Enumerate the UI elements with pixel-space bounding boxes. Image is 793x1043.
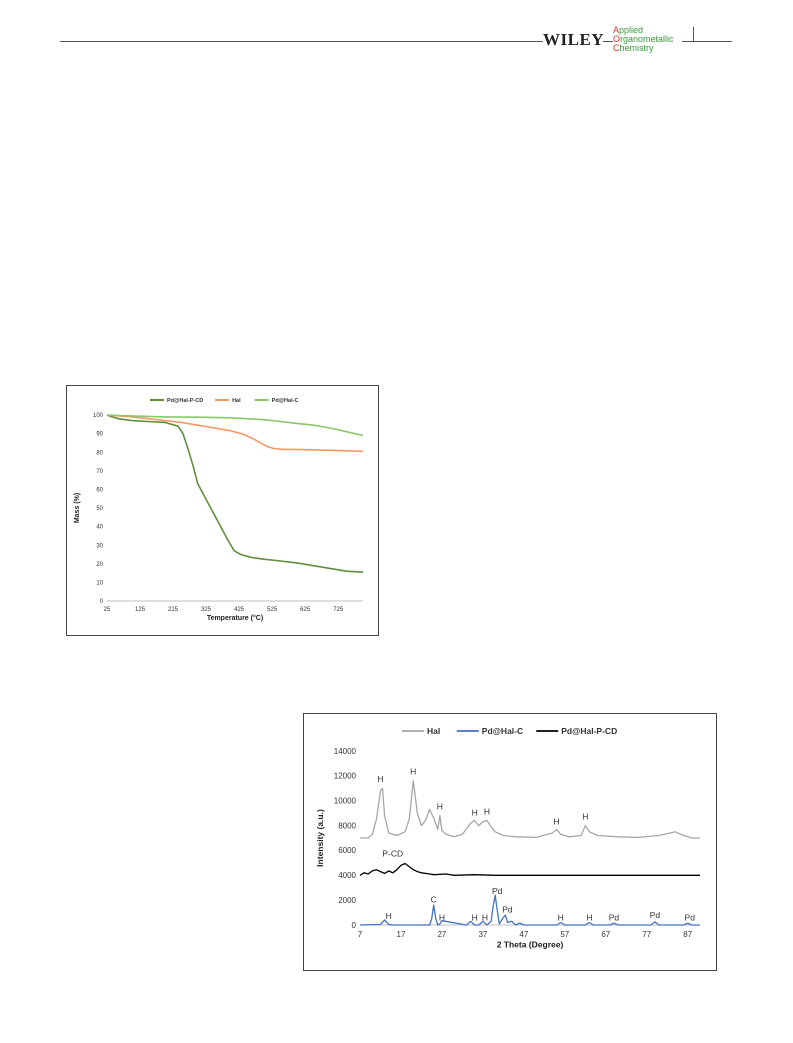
journal-line-3: Chemistry — [613, 43, 654, 53]
y-axis-label: Mass (%) — [74, 493, 81, 523]
x-tick-label: 67 — [601, 930, 610, 939]
series-line-pd-hal-c — [359, 894, 700, 926]
peak-annotation: Pd — [492, 886, 503, 896]
x-axis-label: 2 Theta (Degree) — [497, 940, 564, 950]
x-tick-label: 125 — [135, 607, 146, 613]
peak-annotation: H — [439, 913, 445, 923]
y-tick-label: 20 — [96, 562, 103, 568]
peak-annotation: Pd — [609, 913, 620, 923]
x-tick-label: 425 — [234, 607, 245, 613]
y-tick-label: 14000 — [334, 747, 357, 756]
y-tick-label: 8000 — [338, 821, 356, 830]
y-tick-label: 6000 — [338, 846, 356, 855]
y-tick-label: 70 — [96, 469, 103, 475]
header-rule-left — [60, 41, 543, 42]
xrd-chart: 0 2000 4000 6000 8000 10000 12000 14000 7 17 27 37 4… — [315, 726, 700, 950]
journal-line-1: Applied — [613, 25, 644, 35]
y-tick-label: 10 — [96, 581, 103, 587]
y-tick-label: 2000 — [338, 896, 356, 905]
header-rule-mid — [603, 41, 613, 42]
legend-label: Pd@Hal-C — [482, 726, 523, 736]
journal-line-1-text: pplied — [619, 25, 644, 35]
journal-line-2: Organometallic — [613, 34, 674, 44]
peak-annotation: H — [472, 913, 478, 923]
x-tick-label: 525 — [267, 607, 278, 613]
y-tick-label: 90 — [96, 432, 103, 438]
header-tick — [693, 27, 694, 41]
peak-annotation: P-CD — [382, 849, 403, 859]
legend-label: Pd@Hal-C — [272, 398, 299, 404]
peak-annotation: Pd — [685, 913, 696, 923]
x-tick-label: 57 — [560, 930, 569, 939]
publisher-logo: WILEY — [543, 30, 605, 49]
x-tick-label: 325 — [201, 607, 212, 613]
legend-label: Pd@Hal-P-CD — [561, 726, 617, 736]
series-line-pd-hal-p-cd — [359, 862, 700, 876]
y-tick-label: 80 — [96, 450, 103, 456]
peak-annotation: H — [386, 911, 392, 921]
y-tick-label: 40 — [96, 525, 103, 531]
journal-line-2-text: rganometallic — [620, 34, 674, 44]
x-tick-label: 625 — [300, 607, 311, 613]
series-line-pd-hal-p-cd — [106, 414, 364, 573]
y-axis-label: Intensity (a.u.) — [315, 809, 325, 867]
peak-annotation: H — [484, 806, 490, 816]
journal-line-3-text: hemistry — [619, 43, 654, 53]
tga-chart: 0 10 20 30 40 50 60 70 80 90 100 25 125 225 325 425 525 6… — [74, 398, 364, 622]
x-tick-label: 17 — [397, 930, 406, 939]
peak-annotation: Pd — [502, 905, 513, 915]
y-tick-label: 0 — [100, 599, 104, 605]
xrd-figure: 0 2000 4000 6000 8000 10000 12000 14000 7 17 27 37 4… — [303, 713, 717, 971]
x-tick-label: 87 — [683, 930, 692, 939]
x-tick-label: 225 — [168, 607, 179, 613]
x-tick-label: 37 — [478, 930, 487, 939]
x-tick-label: 725 — [333, 607, 344, 613]
x-tick-label: 27 — [437, 930, 446, 939]
y-tick-label: 10000 — [334, 797, 357, 806]
x-axis-label: Temperature (°C) — [207, 614, 263, 622]
legend-label: Pd@Hal-P-CD — [167, 398, 203, 404]
legend-label: Hal — [427, 726, 440, 736]
peak-annotation: H — [582, 811, 588, 821]
y-tick-label: 30 — [96, 543, 103, 549]
y-tick-label: 100 — [93, 413, 104, 419]
peak-annotation: H — [554, 816, 560, 826]
x-tick-label: 25 — [104, 607, 111, 613]
peak-annotation: C — [431, 895, 437, 905]
tga-figure: 0 10 20 30 40 50 60 70 80 90 100 25 125 225 325 425 525 6… — [66, 385, 379, 636]
y-tick-label: 12000 — [334, 772, 357, 781]
series-line-hal — [106, 414, 364, 453]
series-line-pd-hal-c — [106, 414, 364, 437]
x-tick-label: 77 — [642, 930, 651, 939]
legend-label: Hal — [232, 398, 241, 404]
peak-annotation: H — [437, 801, 443, 811]
x-tick-label: 47 — [519, 930, 528, 939]
series-line-hal — [360, 780, 700, 839]
peak-annotation: Pd — [650, 910, 661, 920]
journal-name: Applied Organometallic Chemistry — [613, 26, 674, 53]
peak-annotation: H — [558, 913, 564, 923]
peak-annotation: H — [472, 808, 478, 818]
y-tick-label: 50 — [96, 506, 103, 512]
y-tick-label: 60 — [96, 488, 103, 494]
peak-annotation: H — [410, 767, 416, 777]
peak-annotation: H — [482, 913, 488, 923]
y-tick-label: 0 — [352, 921, 357, 930]
y-tick-label: 4000 — [338, 871, 356, 880]
peak-annotation: H — [586, 913, 592, 923]
header-rule-right — [682, 41, 732, 42]
x-tick-label: 7 — [358, 930, 363, 939]
peak-annotation: H — [377, 774, 383, 784]
